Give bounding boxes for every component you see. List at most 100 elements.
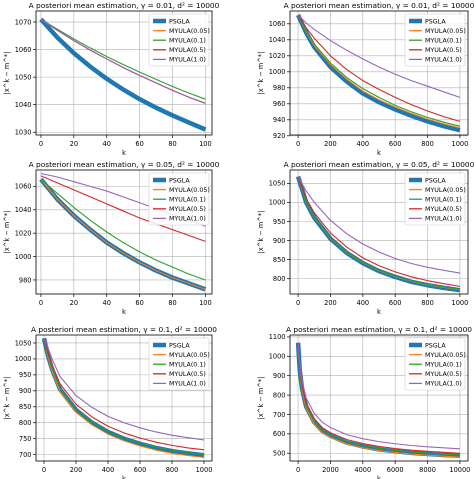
legend-box <box>404 13 466 67</box>
y-tick-label: 1020 <box>269 52 286 60</box>
legend-label: MYULA(1.0) <box>169 216 206 223</box>
chart-title: A posteriori mean estimation, γ = 0.05, … <box>29 160 220 169</box>
legend-label: MYULA(0.5) <box>425 47 462 54</box>
chart-title: A posteriori mean estimation, γ = 0.05, … <box>284 160 474 169</box>
chart-title: A posteriori mean estimation, γ = 0.01, … <box>29 1 220 10</box>
subplot-1: 0 20 40 60 80 100 1030 1040 1050 1060 1070 A poster… <box>3 1 220 157</box>
series-line-myula-1-0- <box>297 14 461 98</box>
y-tick-label: 1050 <box>15 339 32 347</box>
y-tick-label: 950 <box>273 218 286 226</box>
y-tick-label: 900 <box>273 372 286 380</box>
legend-label: MYULA(0.05) <box>425 187 466 194</box>
legend-label: MYULA(0.1) <box>169 38 206 45</box>
series-line-myula-1-0- <box>43 337 205 441</box>
legend-label: MYULA(0.5) <box>169 371 206 378</box>
x-tick-label: 80 <box>168 140 176 148</box>
x-tick-label: 600 <box>389 140 402 148</box>
x-tick-label: 400 <box>357 299 370 307</box>
y-axis-label: |x^k − m^*| <box>3 52 11 95</box>
x-tick-label: 0 <box>39 140 43 148</box>
series-line-myula-1-0- <box>297 176 460 274</box>
y-tick-label: 1040 <box>269 36 286 44</box>
x-tick-label: 4000 <box>354 466 371 474</box>
x-tick-label: 40 <box>103 140 111 148</box>
y-axis-label: |x^k − m^*| <box>3 377 11 420</box>
legend-label: MYULA(1.0) <box>425 57 462 64</box>
chart-title: A posteriori mean estimation, γ = 0.1, d… <box>31 325 217 334</box>
x-tick-label: 8000 <box>419 466 436 474</box>
y-tick-label: 980 <box>273 84 286 92</box>
y-tick-label: 1000 <box>269 353 286 361</box>
y-tick-label: 1030 <box>15 129 32 137</box>
series-line-myula-0-5- <box>43 338 205 451</box>
y-tick-label: 960 <box>273 100 286 108</box>
legend: PSGLA MYULA(0.05) MYULA(0.1) MYULA(0.5) MYUL… <box>148 172 210 226</box>
y-tick-label: 1050 <box>269 180 286 188</box>
y-tick-label: 1040 <box>15 206 32 214</box>
legend-label: MYULA(0.5) <box>425 206 462 213</box>
axes-frame <box>35 10 213 136</box>
x-axis-label: k <box>377 149 381 157</box>
x-tick-label: 0 <box>296 466 300 474</box>
y-tick-label: 500 <box>273 450 286 458</box>
series-line-myula-0-5- <box>297 342 460 454</box>
x-tick-label: 80 <box>168 299 176 307</box>
legend-label: MYULA(1.0) <box>425 216 462 223</box>
x-tick-label: 200 <box>70 466 83 474</box>
y-tick-label: 900 <box>19 387 32 395</box>
y-tick-label: 750 <box>19 435 32 443</box>
x-tick-label: 200 <box>324 299 337 307</box>
y-tick-label: 940 <box>273 116 286 124</box>
legend-label: PSGLA <box>169 177 190 184</box>
legend-label: MYULA(0.1) <box>425 38 462 45</box>
y-tick-label: 1000 <box>15 253 32 261</box>
y-tick-label: 1060 <box>15 46 32 54</box>
x-tick-label: 400 <box>102 466 115 474</box>
x-tick-label: 1000 <box>196 466 213 474</box>
x-tick-label: 1000 <box>452 140 469 148</box>
y-axis-label: |x^k − m^*| <box>257 377 265 420</box>
legend: PSGLA MYULA(0.05) MYULA(0.1) MYULA(0.5) MYUL… <box>148 337 210 391</box>
series-line-myula-0-1- <box>40 178 206 281</box>
legend-label: MYULA(1.0) <box>169 381 206 388</box>
y-tick-label: 800 <box>273 275 286 283</box>
x-tick-label: 800 <box>166 466 179 474</box>
axes-frame <box>35 334 213 462</box>
legend-label: MYULA(0.1) <box>425 197 462 204</box>
y-tick-label: 950 <box>19 371 32 379</box>
y-tick-label: 1100 <box>269 333 286 341</box>
x-tick-label: 0 <box>296 299 300 307</box>
y-tick-label: 1060 <box>15 183 32 191</box>
x-tick-label: 20 <box>70 140 78 148</box>
series-line-myula-0-5- <box>297 176 460 287</box>
legend-label: PSGLA <box>425 342 446 349</box>
series-line-myula-0-1- <box>297 176 460 290</box>
series-line-myula-0-1- <box>297 14 461 127</box>
axes-frame <box>289 334 469 462</box>
y-tick-label: 1060 <box>269 20 286 28</box>
legend-label: MYULA(1.0) <box>169 57 206 64</box>
x-tick-label: 200 <box>324 140 337 148</box>
axes-frame <box>289 169 469 295</box>
series-line-myula-1-0- <box>297 342 460 450</box>
y-tick-label: 700 <box>273 411 286 419</box>
legend-box <box>404 337 466 391</box>
y-tick-label: 1000 <box>15 355 32 363</box>
y-axis-label: |x^k − m^*| <box>3 211 11 254</box>
x-tick-label: 60 <box>135 299 143 307</box>
subplot-4: 0 200 400 600 800 1000 800 850 900 950 1000 1050 A p… <box>257 160 474 316</box>
y-tick-label: 1070 <box>15 18 32 26</box>
x-tick-label: 0 <box>296 140 300 148</box>
axes-frame <box>35 169 213 295</box>
x-tick-label: 1000 <box>452 299 469 307</box>
legend-label: MYULA(0.05) <box>169 352 210 359</box>
legend-label: MYULA(0.05) <box>169 28 210 35</box>
subplot-5: 0 200 400 600 800 1000 700 750 800 850 900 950 1000 1… <box>3 325 217 479</box>
y-tick-label: 1000 <box>269 68 286 76</box>
legend-label: MYULA(0.05) <box>169 187 210 194</box>
legend-box <box>148 172 210 226</box>
x-tick-label: 0 <box>39 299 43 307</box>
series-line-myula-0-1- <box>43 338 205 456</box>
axes-frame <box>289 10 469 136</box>
legend-label: PSGLA <box>425 18 446 25</box>
